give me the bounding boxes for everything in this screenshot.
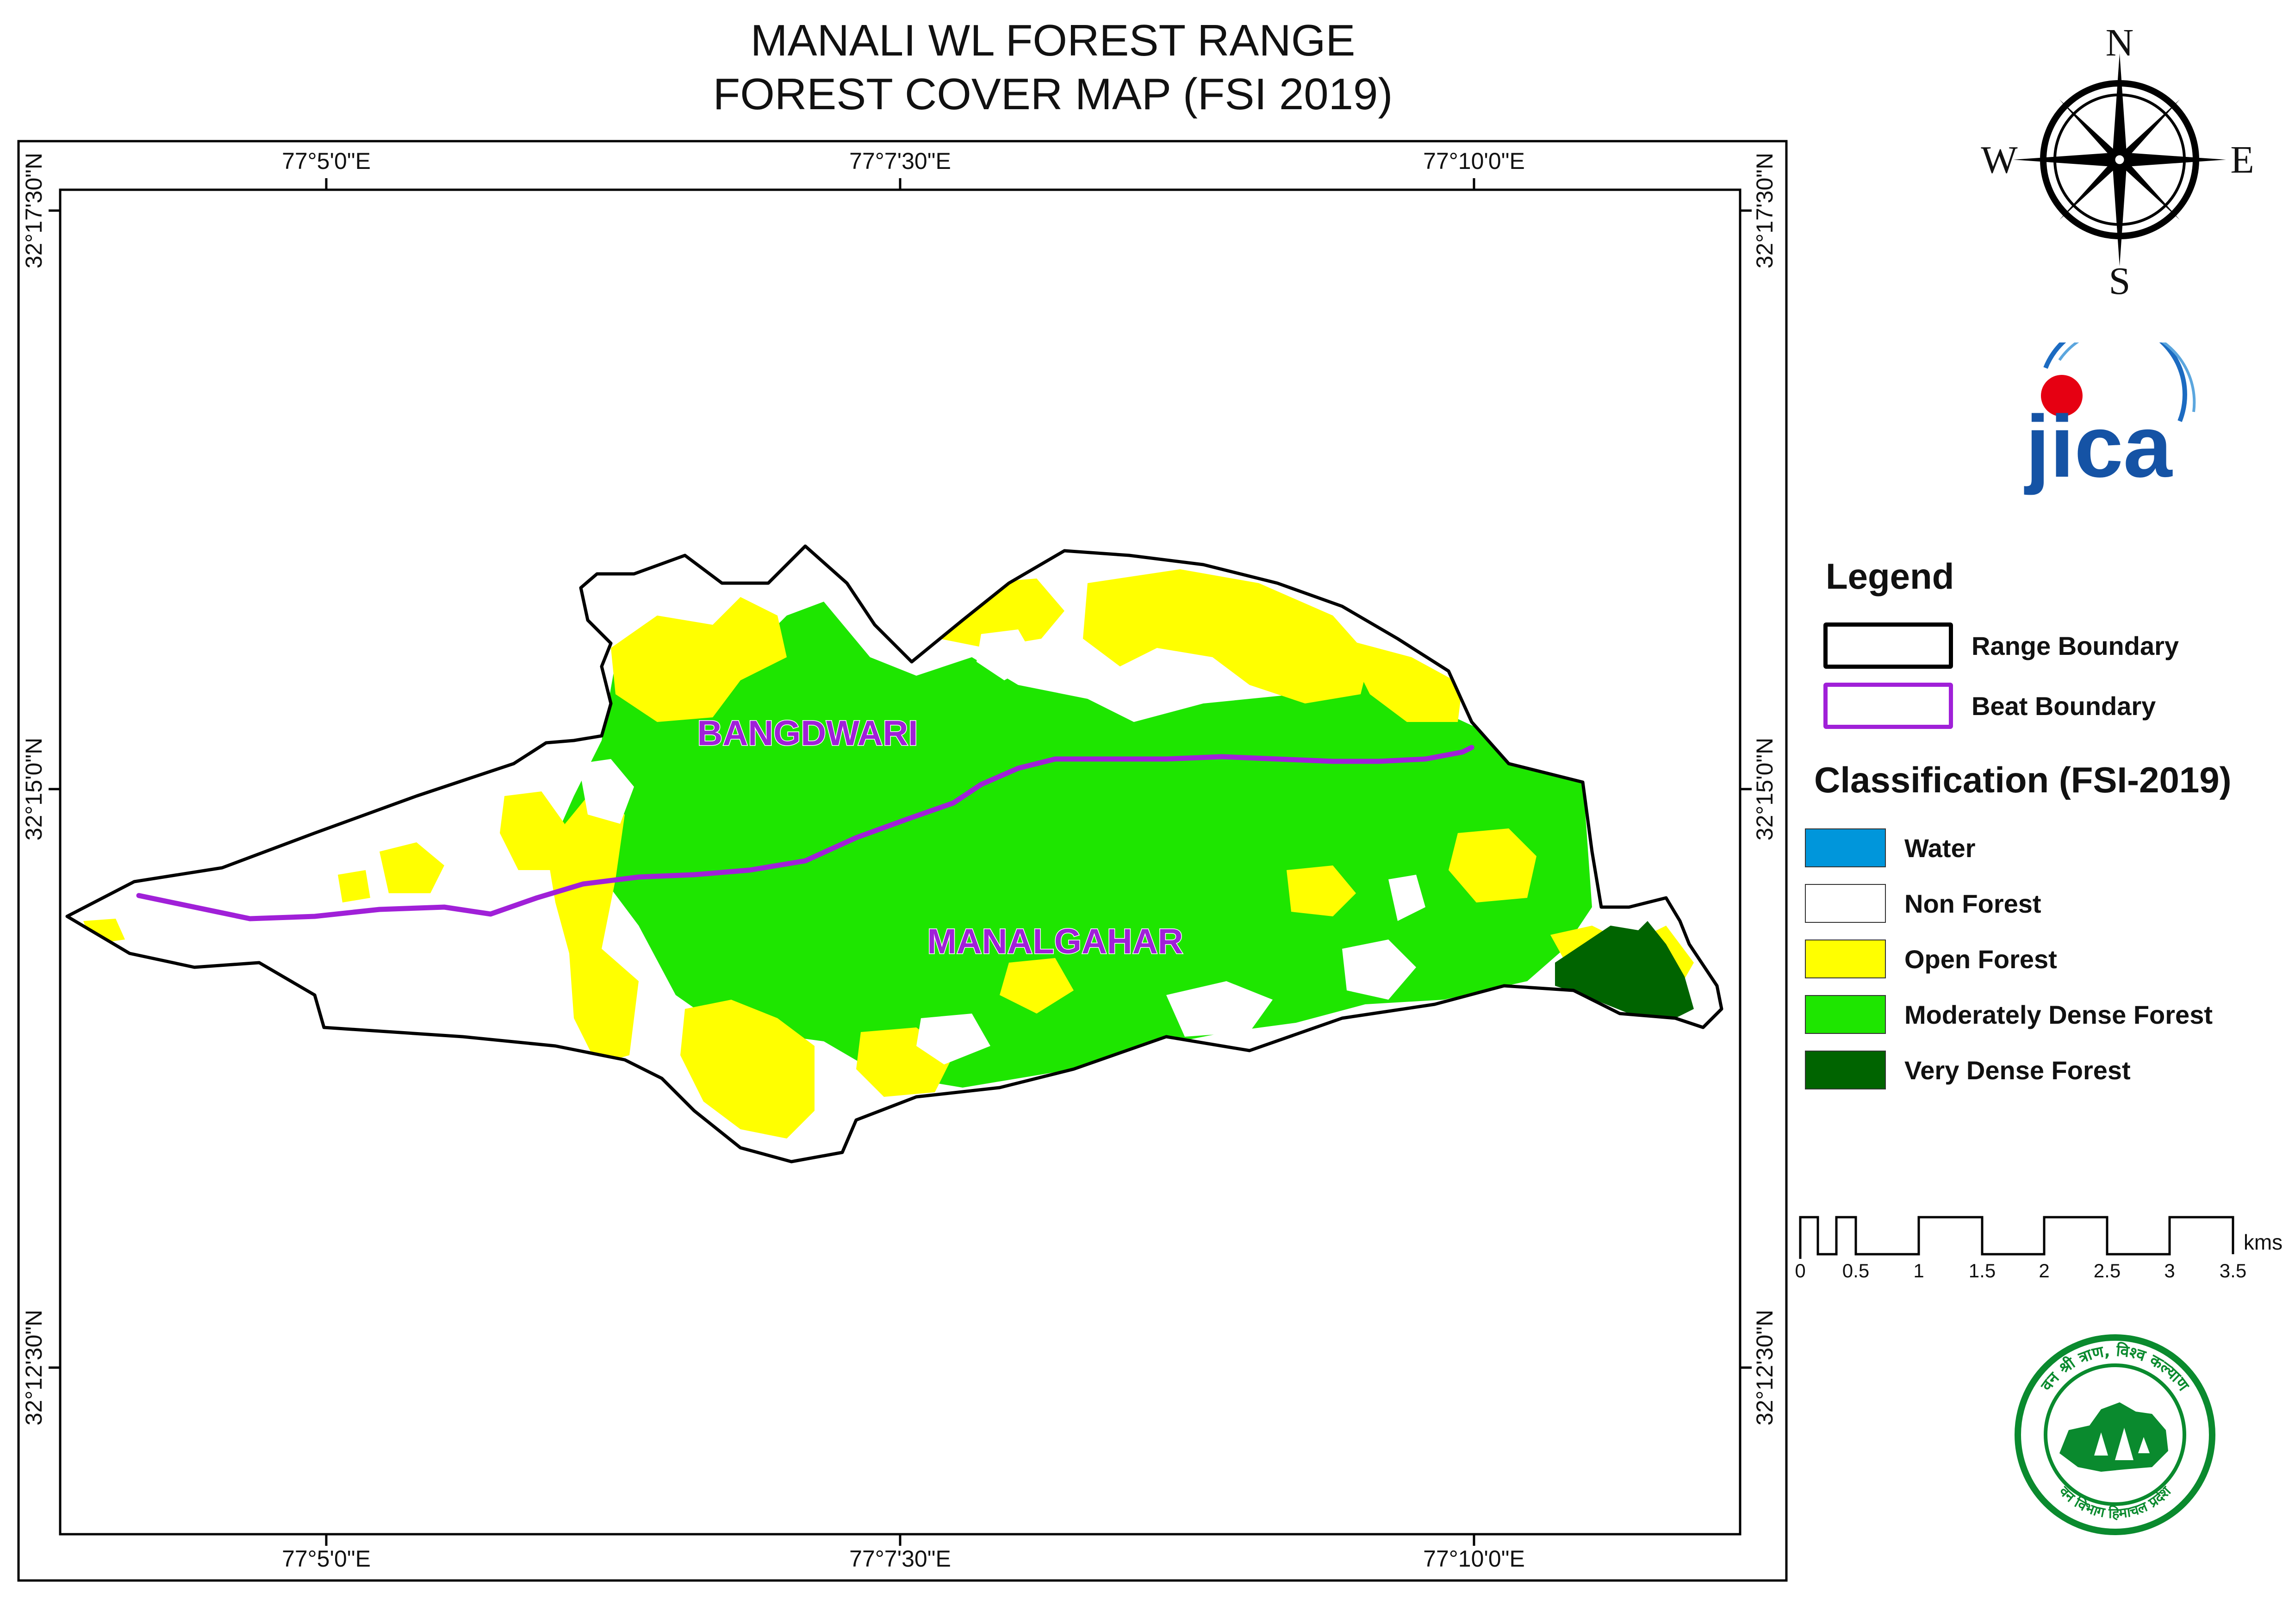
lon-label-top-1: 77°5'0"E [282, 148, 371, 174]
legend-item-beat-boundary: Beat Boundary [1823, 683, 2156, 729]
lon-label-bottom-2: 77°7'30"E [849, 1546, 951, 1572]
scale-tick-0: 0 [1795, 1260, 1805, 1282]
non-forest-patches [578, 629, 1425, 1064]
jica-logo-text: jica [2024, 398, 2173, 496]
south-label: S [2109, 260, 2131, 299]
legend-label-water: Water [1904, 833, 1976, 863]
legend-label-non-forest: Non Forest [1904, 889, 2041, 918]
legend-item-range-boundary: Range Boundary [1823, 622, 2179, 669]
legend-item-water: Water [1805, 828, 1976, 867]
legend-item-very-dense-forest: Very Dense Forest [1805, 1051, 2131, 1089]
west-label: W [1981, 138, 2018, 181]
very-dense-forest-area [1555, 921, 1694, 1018]
north-label: N [2106, 21, 2134, 64]
legend-label-range-boundary: Range Boundary [1972, 631, 2179, 660]
moderately-dense-forest-area [555, 602, 1592, 1088]
graticule-ticks [49, 178, 1752, 1546]
hp-forest-department-logo: वन श्री त्राण, विश्व कल्याण वन विभाग हिम… [2015, 1334, 2215, 1535]
beat-boundary-swatch [1823, 683, 1953, 729]
east-label: E [2230, 138, 2254, 181]
water-swatch [1805, 828, 1886, 867]
moderately-dense-forest-swatch [1805, 995, 1886, 1034]
lat-label-right-2: 32°15'0"N [1752, 738, 1778, 840]
range-boundary [65, 544, 1723, 1164]
scale-tick-1: 1 [1913, 1260, 1924, 1282]
lon-label-top-3: 77°10'0"E [1423, 148, 1525, 174]
legend-label-open-forest: Open Forest [1904, 944, 2057, 974]
lat-label-left-3: 32°12'30"N [21, 1310, 47, 1425]
lat-label-left-1: 32°17'30"N [21, 153, 47, 268]
scale-tick-0-5: 0.5 [1842, 1260, 1869, 1282]
lon-label-bottom-3: 77°10'0"E [1423, 1546, 1525, 1572]
beat-label-manalgahar: MANALGAHAR [927, 922, 1183, 961]
map-title: MANALI WL FOREST RANGE FOREST COVER MAP … [509, 14, 1597, 121]
beat-label-bangdwari: BANGDWARI [697, 714, 918, 753]
scale-tick-2-5: 2.5 [2094, 1260, 2121, 1282]
range-boundary-swatch [1823, 622, 1953, 669]
lat-label-left-2: 32°15'0"N [21, 738, 47, 840]
very-dense-forest-swatch [1805, 1051, 1886, 1089]
lon-label-bottom-1: 77°5'0"E [282, 1546, 371, 1572]
jica-logo: jica [2024, 342, 2196, 496]
scale-bar: 0 0.5 1 1.5 2 2.5 3 3.5 kms [1795, 1216, 2283, 1282]
legend-item-open-forest: Open Forest [1805, 940, 2057, 978]
north-arrow-icon: N S W E [1981, 21, 2254, 299]
legend-heading: Legend [1826, 556, 1954, 597]
lat-label-right-1: 32°17'30"N [1752, 153, 1778, 268]
map-title-line1: MANALI WL FOREST RANGE [750, 16, 1356, 65]
lat-label-right-3: 32°12'30"N [1752, 1310, 1778, 1425]
legend-item-non-forest: Non Forest [1805, 884, 2041, 923]
legend-label-very-dense-forest: Very Dense Forest [1904, 1055, 2131, 1085]
scale-tick-1-5: 1.5 [1969, 1260, 1996, 1282]
beat-boundary [136, 745, 1474, 921]
scale-unit: kms [2244, 1230, 2283, 1254]
legend-label-moderately-dense-forest: Moderately Dense Forest [1904, 1000, 2213, 1029]
scale-tick-2: 2 [2039, 1260, 2049, 1282]
classification-heading: Classification (FSI-2019) [1814, 759, 2232, 800]
map-title-line2: FOREST COVER MAP (FSI 2019) [713, 69, 1393, 119]
lon-label-top-2: 77°7'30"E [849, 148, 951, 174]
legend-item-moderately-dense-forest: Moderately Dense Forest [1805, 995, 2213, 1034]
legend-label-beat-boundary: Beat Boundary [1972, 691, 2156, 721]
open-forest-swatch [1805, 940, 1886, 978]
scale-tick-3-5: 3.5 [2220, 1260, 2246, 1282]
non-forest-swatch [1805, 884, 1886, 923]
scale-tick-3: 3 [2164, 1260, 2175, 1282]
forest-cover-map: 77°5'0"E 77°7'30"E 77°10'0"E 77°5'0"E 77… [17, 140, 1788, 1582]
open-forest-patches [83, 569, 1694, 1139]
